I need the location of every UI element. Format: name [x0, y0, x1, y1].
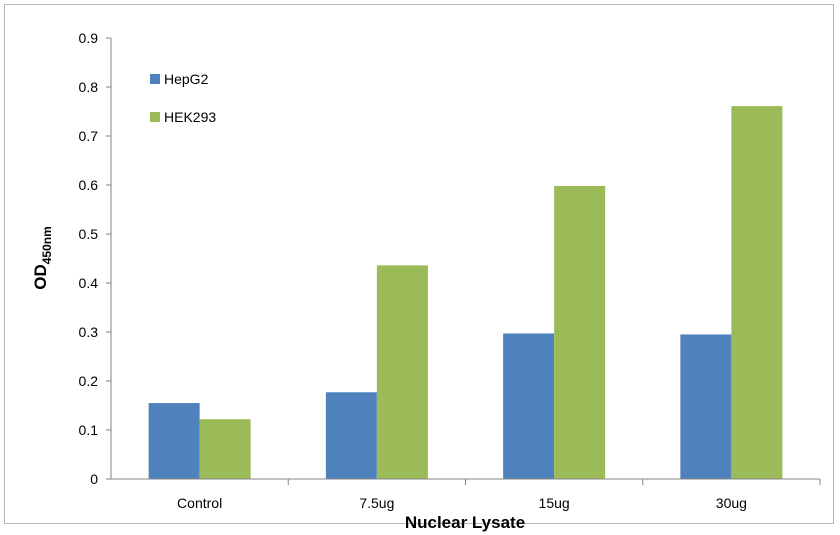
legend: HepG2 HEK293: [150, 71, 216, 125]
bars-layer: [148, 106, 783, 480]
x-tick-label: 30ug: [716, 495, 747, 511]
y-tick-label: 0.4: [79, 275, 99, 291]
bar-hek293-control: [199, 419, 251, 479]
y-tick-label: 0.5: [79, 226, 99, 242]
y-tick-label: 0.6: [79, 177, 99, 193]
x-tick-label: 7.5ug: [359, 495, 394, 511]
x-axis-title: Nuclear Lysate: [405, 513, 525, 532]
y-tick-label: 0: [90, 471, 98, 487]
bar-hepg2-30ug: [680, 334, 732, 479]
bar-hepg2-7-5ug: [325, 392, 377, 479]
y-axis-title-subscript: 450nm: [40, 226, 54, 264]
y-tick-label: 0.2: [79, 373, 99, 389]
x-tick-label: 15ug: [539, 495, 570, 511]
bar-hek293-7-5ug: [376, 265, 428, 479]
bar-hepg2-15ug: [503, 333, 555, 479]
y-tick-label: 0.3: [79, 324, 99, 340]
chart-frame: [4, 4, 834, 524]
y-tick-label: 0.1: [79, 422, 99, 438]
legend-label-hek293: HEK293: [164, 109, 216, 125]
x-tick-label: Control: [177, 495, 222, 511]
y-tick-label: 0.8: [79, 79, 99, 95]
bar-hek293-15ug: [554, 185, 606, 480]
y-tick-label: 0.7: [79, 128, 99, 144]
bar-hek293-30ug: [731, 106, 783, 480]
legend-swatch-hepg2: [150, 74, 160, 84]
y-tick-label: 0.9: [79, 30, 99, 46]
bar-hepg2-control: [148, 403, 200, 479]
y-axis-title: OD450nm: [31, 226, 54, 290]
legend-label-hepg2: HepG2: [164, 71, 209, 87]
y-ticks: 0 0.1 0.2 0.3 0.4 0.5 0.6 0.7 0.8 0.9: [79, 30, 111, 487]
y-axis-title-main: OD: [31, 264, 50, 290]
legend-swatch-hek293: [150, 112, 160, 122]
x-ticks: Control 7.5ug 15ug 30ug: [177, 479, 821, 511]
